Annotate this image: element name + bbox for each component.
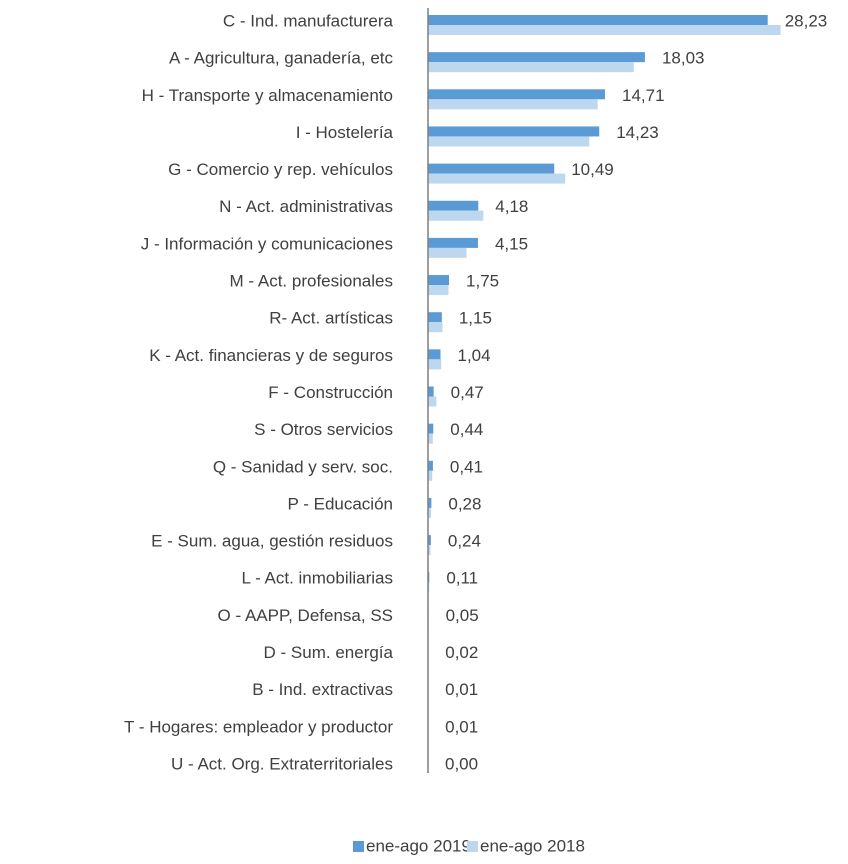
bar — [428, 285, 448, 295]
bar — [428, 322, 442, 332]
category-label: A - Agricultura, ganadería, etc — [169, 49, 393, 68]
category-label: N - Act. administrativas — [219, 197, 393, 216]
data-label: 14,23 — [616, 123, 659, 142]
data-label: 10,49 — [571, 160, 614, 179]
data-label: 0,11 — [446, 569, 478, 588]
data-label: 0,41 — [450, 457, 483, 476]
bar — [428, 164, 554, 174]
category-label: S - Otros servicios — [254, 420, 393, 439]
category-label: E - Sum. agua, gestión residuos — [151, 532, 393, 551]
data-label: 0,05 — [446, 606, 479, 625]
category-label: G - Comercio y rep. vehículos — [168, 160, 393, 179]
category-label: D - Sum. energía — [264, 643, 394, 662]
data-label: 0,44 — [450, 420, 483, 439]
data-label: 0,00 — [445, 754, 478, 773]
bar — [428, 136, 589, 146]
bar — [428, 52, 645, 62]
bar — [428, 25, 781, 35]
category-label: Q - Sanidad y serv. soc. — [213, 457, 393, 476]
data-label: 0,24 — [448, 532, 481, 551]
category-label: C - Ind. manufacturera — [223, 11, 394, 30]
bar — [428, 424, 433, 434]
data-label: 4,18 — [495, 197, 528, 216]
category-label: M - Act. profesionales — [230, 272, 393, 291]
category-label: H - Transporte y almacenamiento — [142, 86, 393, 105]
data-label: 1,15 — [459, 309, 492, 328]
data-label: 4,15 — [495, 234, 528, 253]
data-label: 18,03 — [662, 49, 705, 68]
bar — [428, 15, 768, 25]
category-label: I - Hostelería — [296, 123, 394, 142]
category-label: J - Información y comunicaciones — [141, 234, 393, 253]
bar — [428, 174, 565, 184]
bar — [428, 387, 434, 397]
data-label: 28,23 — [785, 11, 828, 30]
bar — [428, 201, 478, 211]
category-label: T - Hogares: empleador y productor — [124, 717, 393, 736]
data-label: 0,02 — [445, 643, 478, 662]
data-label: 0,47 — [451, 383, 484, 402]
category-label: P - Educación — [287, 494, 393, 513]
bar — [428, 238, 478, 248]
legend-swatch — [467, 841, 478, 852]
data-label: 0,01 — [445, 717, 478, 736]
bar — [428, 99, 598, 109]
bar — [428, 89, 605, 99]
data-label: 0,28 — [448, 494, 481, 513]
legend-label: ene-ago 2019 — [366, 836, 471, 855]
bar — [428, 275, 449, 285]
bar — [428, 359, 441, 369]
data-label: 14,71 — [622, 86, 665, 105]
category-label: R- Act. artísticas — [269, 309, 393, 328]
bar — [428, 349, 441, 359]
category-label: U - Act. Org. Extraterritoriales — [171, 754, 393, 773]
category-label: F - Construcción — [268, 383, 393, 402]
category-label: O - AAPP, Defensa, SS — [218, 606, 393, 625]
legend-swatch — [353, 841, 364, 852]
bar — [428, 312, 442, 322]
data-label: 1,75 — [466, 272, 499, 291]
bar — [428, 62, 634, 72]
bar — [428, 211, 483, 221]
data-label: 1,04 — [458, 346, 491, 365]
legend-label: ene-ago 2018 — [480, 836, 585, 855]
data-label: 0,01 — [445, 680, 478, 699]
category-label: L - Act. inmobiliarias — [242, 569, 393, 588]
category-label: K - Act. financieras y de seguros — [149, 346, 393, 365]
category-label: B - Ind. extractivas — [252, 680, 393, 699]
bar — [428, 248, 467, 258]
bar — [428, 397, 436, 407]
bar — [428, 126, 599, 136]
